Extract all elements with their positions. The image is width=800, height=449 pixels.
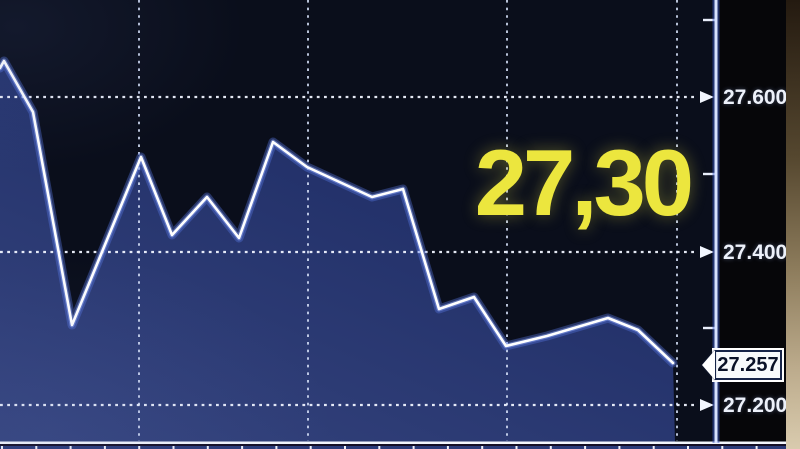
x-axis-line: [0, 441, 786, 444]
last-price-display: 27,30: [474, 130, 694, 235]
cell-separator: [584, 446, 587, 449]
cell-separator: [309, 446, 312, 449]
cell-separator: [1, 446, 3, 449]
cell-separator: [549, 446, 552, 449]
gridline-arrow-icon: [700, 246, 714, 258]
cell-separator: [618, 446, 621, 449]
gridline-arrow-icon: [700, 91, 714, 103]
cell-separator: [687, 446, 689, 449]
current-price-tag: 27.257: [702, 350, 782, 380]
cell-separator: [515, 446, 518, 449]
current-price-value: 27.257: [714, 350, 782, 380]
current-price-pointer-icon: [702, 350, 715, 380]
cell-separator: [755, 446, 758, 449]
cell-separator: [241, 446, 244, 449]
y-axis-label-27400: 27.400: [723, 241, 788, 264]
gridline-arrow-icon: [700, 399, 714, 411]
cell-separator: [378, 446, 381, 449]
y-axis-label-27600: 27.600: [723, 86, 788, 109]
cell-separator: [69, 446, 72, 449]
cell-separator: [721, 446, 724, 449]
y-axis-label-27200: 27.200: [723, 394, 788, 417]
x-axis-gap: [0, 444, 786, 446]
cell-separator: [344, 446, 346, 449]
cell-separator: [446, 446, 449, 449]
cell-separator: [652, 446, 655, 449]
monitor-bezel-edge: [786, 0, 800, 449]
cell-separator: [206, 446, 209, 449]
cell-separator: [412, 446, 415, 449]
x-axis-cell-strip: [0, 446, 786, 449]
cell-separator: [172, 446, 175, 449]
cell-separator: [275, 446, 278, 449]
cell-separator: [35, 446, 38, 449]
price-line: [0, 59, 675, 365]
cell-separator: [481, 446, 484, 449]
cell-separator: [103, 446, 106, 449]
cell-separator: [138, 446, 141, 449]
